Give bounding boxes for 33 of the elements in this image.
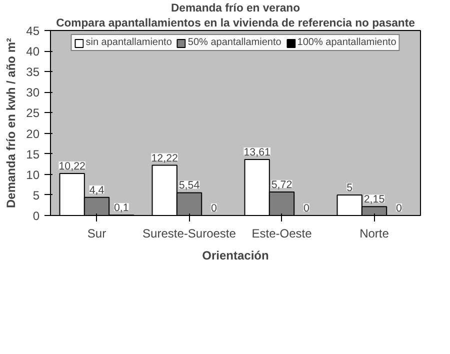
y-tick-label: 20 bbox=[26, 126, 40, 141]
x-axis-title: Orientación bbox=[202, 248, 269, 262]
data-label: 0,1 bbox=[114, 202, 129, 214]
y-tick-label: 0 bbox=[32, 209, 40, 223]
legend-label: 100% apantallamiento bbox=[297, 37, 396, 48]
y-tick-label: 15 bbox=[26, 147, 40, 162]
data-label: 5,72 bbox=[271, 178, 292, 191]
y-tick-label: 25 bbox=[26, 106, 40, 120]
x-tick-label: Este-Oeste bbox=[252, 226, 312, 240]
x-tick-label: Sur bbox=[87, 226, 106, 240]
y-tick-label: 45 bbox=[26, 24, 40, 38]
y-tick-label: 40 bbox=[26, 44, 40, 59]
data-label: 10,22 bbox=[58, 160, 86, 172]
y-tick-label: 5 bbox=[32, 188, 40, 202]
data-label: 0 bbox=[210, 202, 217, 214]
data-label: 5 bbox=[346, 182, 353, 194]
y-tick-label: 30 bbox=[26, 86, 40, 100]
legend-label: 50% apantallamiento bbox=[188, 37, 282, 48]
chart-title: Demanda frío en verano bbox=[170, 2, 300, 14]
data-label: 13,61 bbox=[244, 146, 270, 159]
y-tick-label: 35 bbox=[26, 65, 40, 80]
x-tick-label: Sureste-Suroeste bbox=[142, 226, 236, 240]
y-tick-label: 10 bbox=[26, 168, 40, 182]
data-label: 2,15 bbox=[364, 194, 385, 206]
data-label: 0 bbox=[396, 202, 402, 214]
data-label: 5,54 bbox=[178, 180, 200, 192]
legend-label: sin apantallamiento bbox=[86, 37, 172, 48]
data-label: 12,22 bbox=[151, 152, 178, 164]
x-tick-label: Norte bbox=[360, 226, 390, 240]
chart-subtitle: Compara apantallamientos en la vivienda de referencia no pasante bbox=[56, 18, 415, 30]
data-label: 0 bbox=[303, 202, 310, 214]
y-axis-title: Demanda frío en kwh / año m² bbox=[4, 38, 18, 208]
data-label: 4,4 bbox=[89, 184, 104, 196]
